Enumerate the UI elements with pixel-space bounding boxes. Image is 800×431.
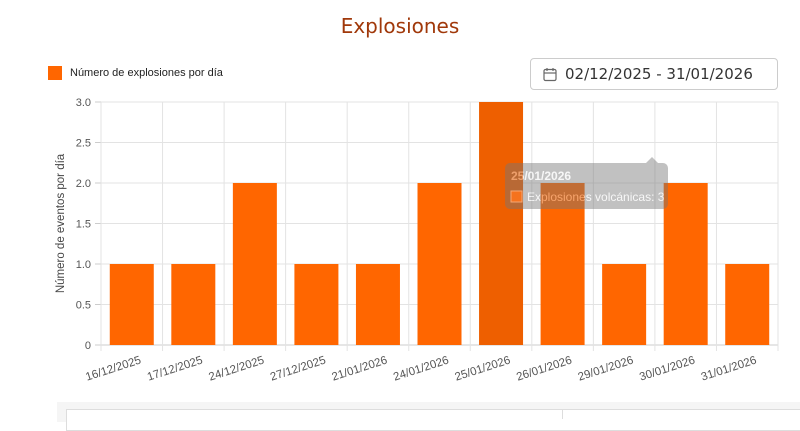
bottom-divider: [562, 409, 563, 419]
chart-title: Explosiones: [340, 14, 460, 38]
tooltip-label: Explosiones volcánicas: 3: [527, 190, 665, 204]
bar: [294, 264, 339, 345]
y-axis-label: Número de eventos por día: [55, 153, 67, 293]
date-range-value: 02/12/2025 - 31/01/2026: [565, 65, 753, 83]
tooltip: 25/01/2026 Explosiones volcánicas: 3: [505, 157, 668, 209]
legend-swatch: [48, 66, 62, 80]
bar: [171, 264, 216, 345]
y-tick-label: 0.5: [76, 300, 91, 312]
x-tick-label: 27/12/2025: [269, 354, 327, 383]
y-tick-label: 0: [85, 340, 91, 352]
y-tick-label: 1.0: [76, 259, 91, 271]
bar: [417, 183, 462, 345]
x-tick-label: 30/01/2026: [638, 354, 696, 383]
x-tick-label: 24/12/2025: [207, 354, 265, 383]
x-tick-label: 16/12/2025: [84, 354, 142, 383]
x-tick-label: 25/01/2026: [454, 354, 512, 383]
y-tick-label: 2.5: [76, 138, 91, 150]
x-tick-label: 17/12/2025: [146, 354, 204, 383]
bar: [663, 183, 708, 345]
bar: [355, 264, 400, 345]
bar-chart: 0 0.5 1.0 1.5 2.0 2.5 3.0 Número de eventos por…: [55, 97, 779, 384]
tooltip-caret: [646, 157, 658, 163]
bar: [109, 264, 154, 345]
bar: [540, 183, 585, 345]
bar: [725, 264, 770, 345]
y-tick-label: 2.0: [76, 178, 91, 190]
tooltip-swatch: [510, 190, 523, 203]
tooltip-box: [505, 163, 668, 209]
date-range-picker[interactable]: 02/12/2025 - 31/01/2026: [530, 58, 778, 90]
calendar-icon: [543, 67, 557, 81]
bar: [479, 102, 524, 345]
x-tick-label: 21/01/2026: [330, 354, 388, 383]
legend-label: Número de explosiones por día: [70, 67, 223, 79]
legend-item[interactable]: Número de explosiones por día: [48, 66, 223, 80]
y-tick-label: 3.0: [76, 97, 91, 109]
x-tick-label: 29/01/2026: [577, 354, 635, 383]
bar: [602, 264, 647, 345]
bar: [232, 183, 277, 345]
x-tick-label: 24/01/2026: [392, 354, 450, 383]
bottom-card: [66, 409, 800, 431]
x-tick-label: 31/01/2026: [700, 354, 758, 383]
y-tick-label: 1.5: [76, 219, 91, 231]
x-tick-label: 26/01/2026: [515, 354, 573, 383]
tooltip-title: 25/01/2026: [511, 169, 571, 183]
